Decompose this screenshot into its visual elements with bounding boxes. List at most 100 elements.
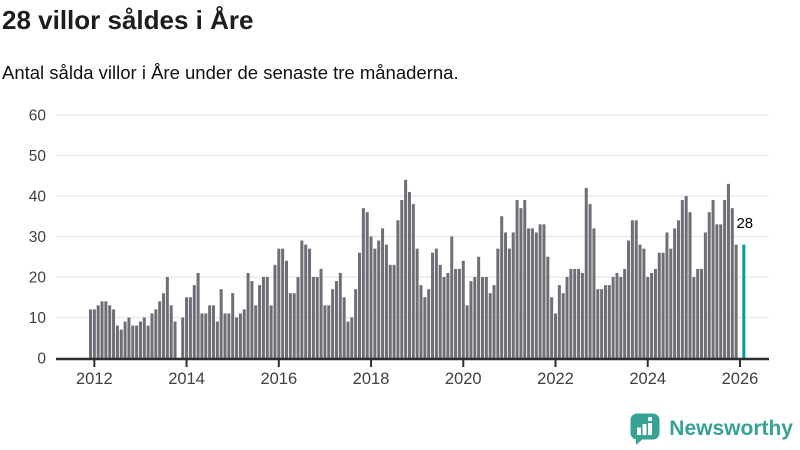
bar: [642, 248, 646, 358]
bar: [488, 293, 492, 358]
bar: [577, 268, 581, 358]
bar: [277, 248, 281, 358]
bar: [427, 289, 431, 358]
newsworthy-wordmark: Newsworthy: [669, 417, 793, 440]
bar: [688, 212, 692, 358]
y-tick-label: 40: [29, 189, 47, 206]
bar: [415, 248, 419, 358]
highlight-bar: [742, 244, 746, 358]
bar: [227, 313, 231, 358]
bar: [711, 200, 715, 358]
bar: [254, 305, 258, 358]
bar: [208, 305, 212, 358]
bar: [108, 305, 112, 358]
bar: [434, 248, 438, 358]
bar: [242, 309, 246, 358]
bar: [384, 244, 388, 358]
bar: [692, 277, 696, 358]
bar: [112, 309, 116, 358]
bar: [350, 317, 354, 358]
bar: [292, 293, 296, 358]
bar: [354, 289, 358, 358]
bar: [369, 236, 373, 358]
bar: [165, 277, 169, 358]
bar: [273, 264, 277, 358]
x-tick-label: 2012: [76, 370, 113, 388]
bar: [281, 248, 285, 358]
bar: [603, 285, 607, 358]
bar: [519, 208, 523, 358]
bar: [588, 204, 592, 358]
bar: [211, 305, 215, 358]
bar: [473, 277, 477, 358]
bar: [304, 244, 308, 358]
bar: [342, 297, 346, 358]
bar: [454, 268, 458, 358]
bar: [450, 236, 454, 358]
bar: [150, 313, 154, 358]
newsworthy-icon: [629, 412, 661, 446]
y-tick-label: 0: [37, 351, 46, 368]
bar: [496, 248, 500, 358]
bar: [381, 228, 385, 358]
bar: [630, 220, 634, 358]
bar: [261, 277, 265, 358]
bars: [89, 179, 738, 358]
bar: [127, 317, 131, 358]
bar: [530, 228, 534, 358]
bar: [546, 256, 550, 358]
bar: [331, 289, 335, 358]
bar: [196, 272, 200, 358]
bar: [373, 248, 377, 358]
x-tick-label: 2020: [445, 370, 482, 388]
bar: [146, 325, 150, 358]
bar: [607, 285, 611, 358]
bar: [223, 313, 227, 358]
bar: [358, 252, 362, 358]
bar: [96, 305, 100, 358]
bar: [269, 305, 273, 358]
bar: [142, 317, 146, 358]
bar: [684, 196, 688, 358]
bar: [231, 293, 235, 358]
bar: [569, 268, 573, 358]
bar: [135, 325, 139, 358]
bar: [457, 268, 461, 358]
bar: [361, 208, 365, 358]
bar: [584, 187, 588, 358]
bar: [404, 179, 408, 358]
bar: [162, 293, 166, 358]
bar: [400, 200, 404, 358]
bar: [469, 281, 473, 358]
bar: [431, 252, 435, 358]
bar: [592, 228, 596, 358]
bar: [238, 313, 242, 358]
current-value-label: 28: [736, 215, 753, 232]
bar: [365, 212, 369, 358]
bar: [492, 285, 496, 358]
bar: [323, 305, 327, 358]
bar: [673, 228, 677, 358]
bar: [719, 224, 723, 358]
bar: [388, 264, 392, 358]
bar: [89, 309, 92, 358]
x-tick-label: 2024: [629, 370, 666, 388]
bar: [484, 277, 488, 358]
bar: [265, 277, 269, 358]
bar: [523, 200, 527, 358]
bar: [219, 289, 223, 358]
bar: [119, 329, 123, 358]
bar: [288, 293, 292, 358]
newsworthy-logo: Newsworthy: [629, 412, 793, 446]
bar: [258, 285, 262, 358]
bar: [446, 272, 450, 358]
bar: [442, 277, 446, 358]
bar: [561, 293, 565, 358]
bar: [634, 220, 638, 358]
bar: [423, 297, 427, 358]
bar: [296, 277, 300, 358]
bar: [511, 232, 515, 358]
bar: [104, 301, 108, 358]
x-axis-labels: 2012 2014 2016 2018 2020 2022 2024 2026: [76, 370, 758, 388]
